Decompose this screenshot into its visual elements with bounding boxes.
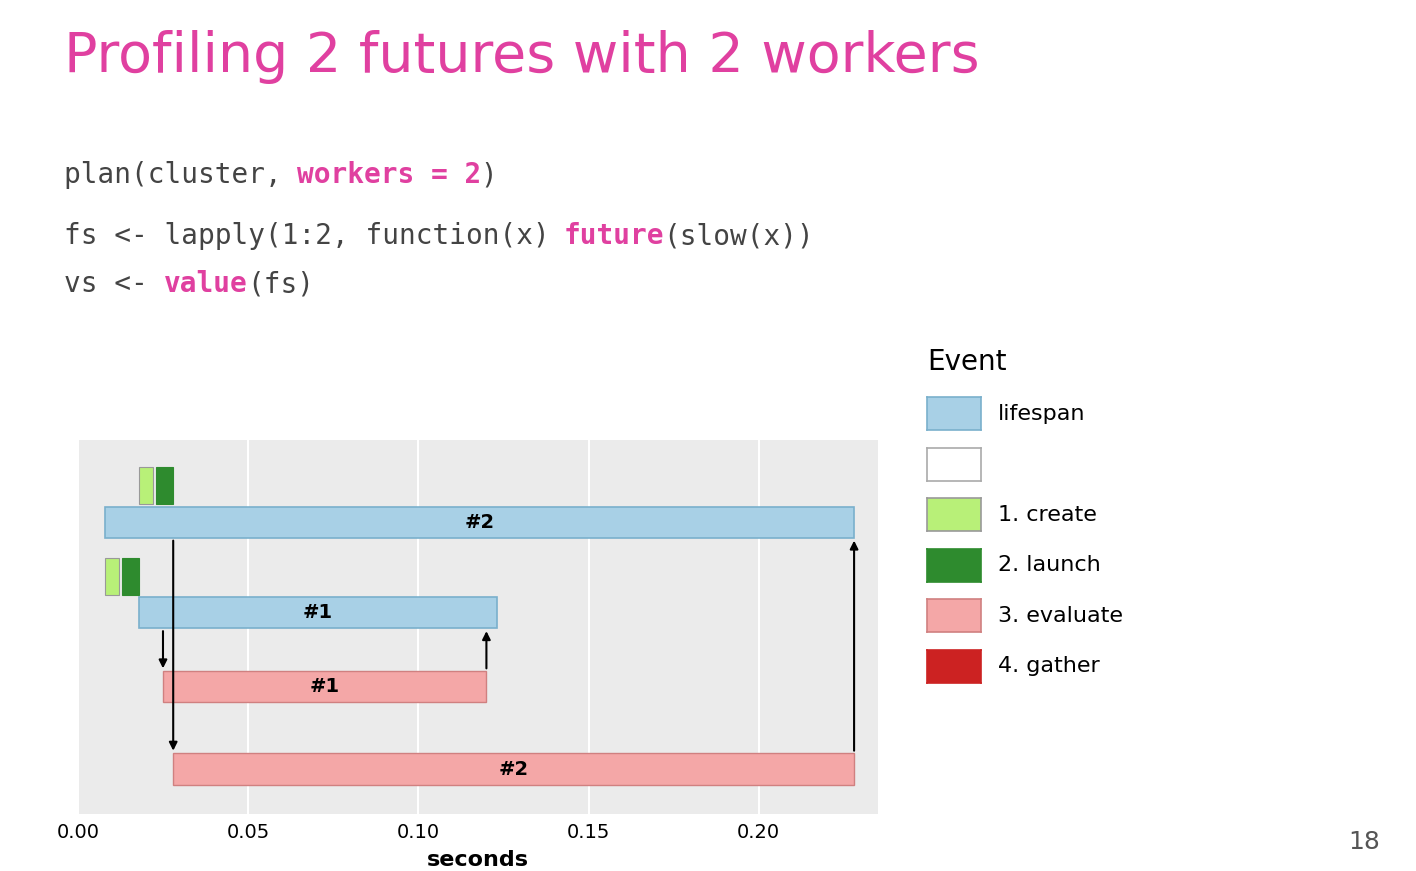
Text: 1. create: 1. create xyxy=(998,505,1097,524)
Text: future: future xyxy=(564,222,664,250)
Text: (fs): (fs) xyxy=(246,270,314,298)
Text: #1: #1 xyxy=(303,604,333,622)
Text: 3. evaluate: 3. evaluate xyxy=(998,606,1123,625)
Bar xyxy=(105,557,119,595)
Text: #2: #2 xyxy=(464,513,494,531)
Bar xyxy=(139,598,497,628)
Bar xyxy=(139,467,153,504)
Bar xyxy=(163,672,487,702)
Text: fs <- lapply(1:2, function(x): fs <- lapply(1:2, function(x) xyxy=(64,222,566,250)
Text: #1: #1 xyxy=(310,678,340,696)
Text: ): ) xyxy=(480,161,497,189)
Text: workers = 2: workers = 2 xyxy=(297,161,481,189)
Text: #2: #2 xyxy=(498,760,528,779)
Text: plan(cluster,: plan(cluster, xyxy=(64,161,299,189)
X-axis label: seconds: seconds xyxy=(426,850,530,870)
Bar xyxy=(156,467,173,504)
Text: value: value xyxy=(164,270,248,298)
Bar xyxy=(173,753,854,785)
Bar xyxy=(122,557,139,595)
Text: lifespan: lifespan xyxy=(998,404,1086,423)
Text: 2. launch: 2. launch xyxy=(998,556,1102,575)
Text: vs <-: vs <- xyxy=(64,270,164,298)
Text: Profiling 2 futures with 2 workers: Profiling 2 futures with 2 workers xyxy=(64,30,980,84)
Text: Event: Event xyxy=(927,348,1007,376)
Text: 4. gather: 4. gather xyxy=(998,657,1100,676)
Text: 18: 18 xyxy=(1348,829,1381,854)
Text: (slow(x)): (slow(x)) xyxy=(664,222,814,250)
Bar xyxy=(105,507,854,537)
